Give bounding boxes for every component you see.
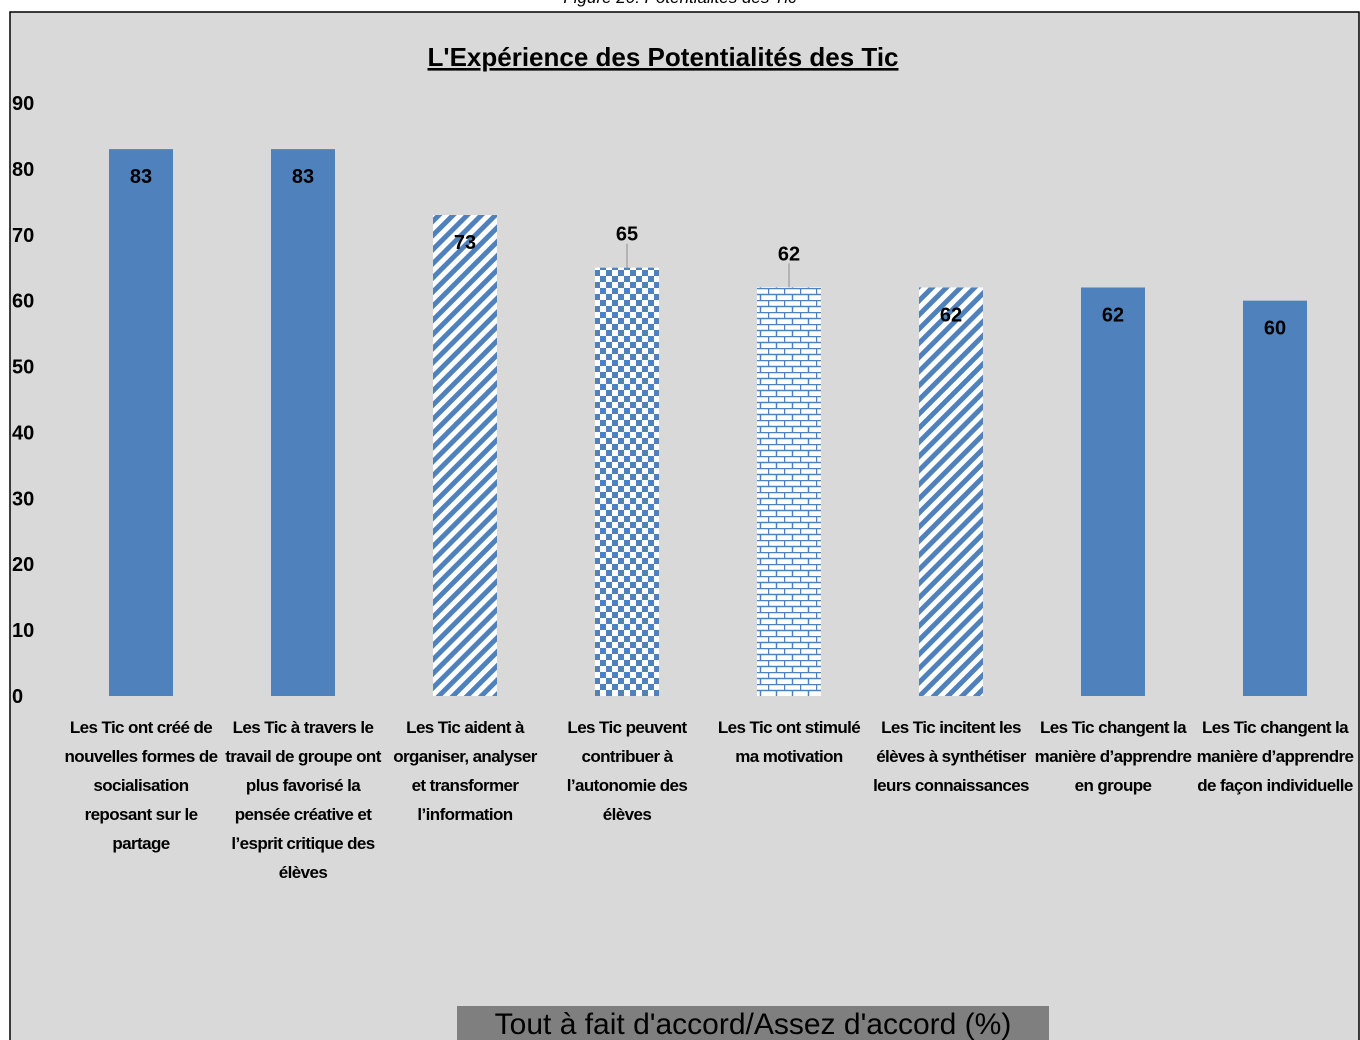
caption: Figure 20: Potentialités des Tic bbox=[0, 0, 1360, 8]
y-tick-label: 60 bbox=[12, 291, 34, 313]
y-tick-label: 0 bbox=[12, 686, 23, 708]
y-tick-label: 50 bbox=[12, 357, 34, 379]
bar bbox=[595, 267, 659, 696]
y-tick-label: 90 bbox=[12, 93, 34, 115]
x-tick-label: Les Tic changent la manière d’apprendre … bbox=[1034, 718, 1192, 795]
x-tick-label: Les Tic incitent les élèves à synthétise… bbox=[873, 718, 1029, 795]
plot-background bbox=[9, 11, 1360, 1040]
value-label: 60 bbox=[1264, 318, 1286, 340]
value-label: 62 bbox=[778, 243, 800, 265]
y-tick-label: 10 bbox=[12, 620, 34, 642]
x-tick-label: Les Tic ont stimulé ma motivation bbox=[717, 718, 861, 766]
y-tick-label: 80 bbox=[12, 159, 34, 181]
value-label: 62 bbox=[940, 304, 962, 326]
value-label: 83 bbox=[292, 166, 314, 188]
x-tick-label: Les Tic aident à organiser, analyser et … bbox=[393, 718, 537, 824]
value-label: 62 bbox=[1102, 304, 1124, 326]
value-label: 65 bbox=[616, 224, 638, 246]
chart-title: L'Expérience des Potentialités des Tic bbox=[428, 42, 899, 72]
x-tick-label: Les Tic à travers le travail de groupe o… bbox=[225, 718, 381, 882]
x-axis-title: Tout à fait d'accord/Assez d'accord (%) bbox=[457, 1006, 1049, 1040]
bar bbox=[757, 287, 821, 696]
x-tick-label: Les Tic changent la manière d’apprendre … bbox=[1196, 718, 1354, 795]
bar bbox=[109, 149, 173, 697]
value-label: 73 bbox=[454, 232, 476, 254]
bar bbox=[271, 149, 335, 697]
y-tick-label: 40 bbox=[12, 422, 34, 444]
x-tick-label: Les Tic ont créé de nouvelles formes de … bbox=[64, 718, 219, 853]
bar bbox=[919, 287, 983, 696]
bar bbox=[433, 215, 497, 696]
y-tick-label: 30 bbox=[12, 488, 34, 510]
value-label: 83 bbox=[130, 166, 152, 188]
y-tick-label: 20 bbox=[12, 554, 34, 576]
y-tick-label: 70 bbox=[12, 225, 34, 247]
x-tick-label: Les Tic peuvent contribuer à l’autonomie… bbox=[566, 718, 688, 824]
bar bbox=[1243, 300, 1307, 696]
bar bbox=[1081, 287, 1145, 696]
